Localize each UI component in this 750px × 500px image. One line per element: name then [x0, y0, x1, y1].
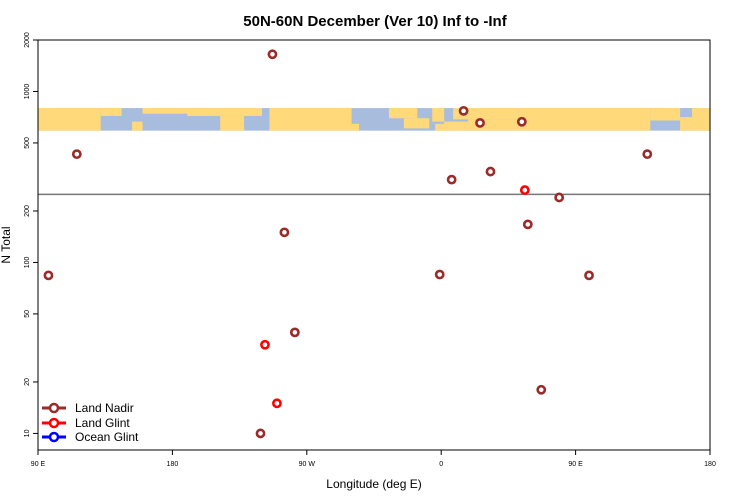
- chart-title: 50N-60N December (Ver 10) Inf to -Inf: [243, 13, 507, 30]
- data-points: [43, 49, 653, 439]
- legend-marker-land-nadir: [48, 402, 60, 414]
- y-tick-label: 50: [24, 310, 31, 318]
- map-land-mass: [100, 108, 122, 116]
- point-land-nadir: [642, 149, 653, 160]
- x-tick-label: 180: [704, 461, 716, 468]
- legend: Land Nadir Land Glint Ocean Glint: [42, 401, 139, 444]
- x-tick-label: 90 E: [31, 461, 46, 468]
- map-land-mass: [403, 118, 430, 129]
- map-land-mass: [650, 108, 681, 121]
- map-land-mass: [518, 108, 651, 131]
- point-land-nadir: [554, 192, 565, 203]
- point-land-nadir: [458, 105, 469, 116]
- y-tick-label: 100: [24, 257, 31, 269]
- map-land-mass: [388, 108, 418, 119]
- map-land: [38, 108, 710, 131]
- map-land-mass: [692, 108, 710, 131]
- point-land-nadir: [71, 149, 82, 160]
- point-land-nadir: [446, 174, 457, 185]
- map-land-mass: [453, 108, 519, 120]
- legend-marker-ocean-glint: [48, 431, 60, 443]
- y-tick-label: 500: [24, 137, 31, 149]
- x-tick-label: 180: [167, 461, 179, 468]
- map-land-mass: [432, 108, 445, 122]
- map-land-mass: [220, 115, 245, 131]
- plot-frame: [37, 39, 711, 451]
- legend-item-land-nadir: Land Nadir: [42, 401, 134, 415]
- legend-label-land-glint: Land Glint: [75, 416, 130, 430]
- point-land-glint: [519, 185, 530, 195]
- x-axis-label: Longitude (deg E): [326, 477, 421, 491]
- map-land-mass: [444, 121, 469, 131]
- point-land-nadir: [485, 166, 496, 177]
- point-land-nadir: [536, 384, 547, 395]
- point-land-nadir: [267, 49, 278, 60]
- legend-item-land-glint: Land Glint: [42, 416, 130, 430]
- map-land-mass: [435, 123, 451, 131]
- world-map-band: [38, 108, 710, 131]
- point-land-glint: [260, 339, 270, 350]
- map-land-mass: [269, 108, 352, 131]
- x-tick-label: 0: [439, 461, 443, 468]
- point-land-nadir: [475, 117, 485, 128]
- legend-marker-land-glint: [48, 417, 60, 429]
- y-tick-label: 200: [24, 205, 31, 217]
- map-land-mass: [680, 117, 693, 131]
- point-land-nadir: [584, 270, 594, 281]
- x-tick-label: 90 E: [568, 461, 583, 468]
- y-tick-label: 20: [24, 378, 31, 386]
- legend-item-ocean-glint: Ocean Glint: [42, 430, 139, 444]
- point-land-nadir: [434, 269, 445, 280]
- map-land-mass: [351, 123, 360, 131]
- y-tick-label: 2000: [24, 32, 31, 48]
- map-land-mass: [38, 108, 101, 131]
- point-land-nadir: [289, 327, 300, 338]
- x-axis: 90 E 180 90 W 0 90 E 180: [31, 450, 716, 468]
- y-axis: 10 20 50 100 200 500 1000 2000: [24, 32, 38, 437]
- x-tick-label: 90 W: [299, 461, 316, 468]
- legend-label-ocean-glint: Ocean Glint: [75, 430, 139, 444]
- point-land-nadir: [522, 219, 533, 230]
- y-tick-label: 1000: [24, 84, 31, 100]
- point-land-nadir: [516, 116, 527, 127]
- map-land-mass: [468, 119, 519, 131]
- point-land-nadir: [255, 428, 266, 439]
- map-land-mass: [187, 108, 262, 116]
- point-land-nadir: [43, 270, 54, 281]
- map-land-mass: [132, 121, 143, 131]
- point-land-glint: [272, 398, 282, 409]
- y-axis-label: N Total: [0, 226, 13, 263]
- y-tick-label: 10: [24, 429, 31, 437]
- map-land-mass: [142, 108, 210, 114]
- legend-label-land-nadir: Land Nadir: [75, 401, 134, 415]
- point-land-nadir: [279, 227, 290, 238]
